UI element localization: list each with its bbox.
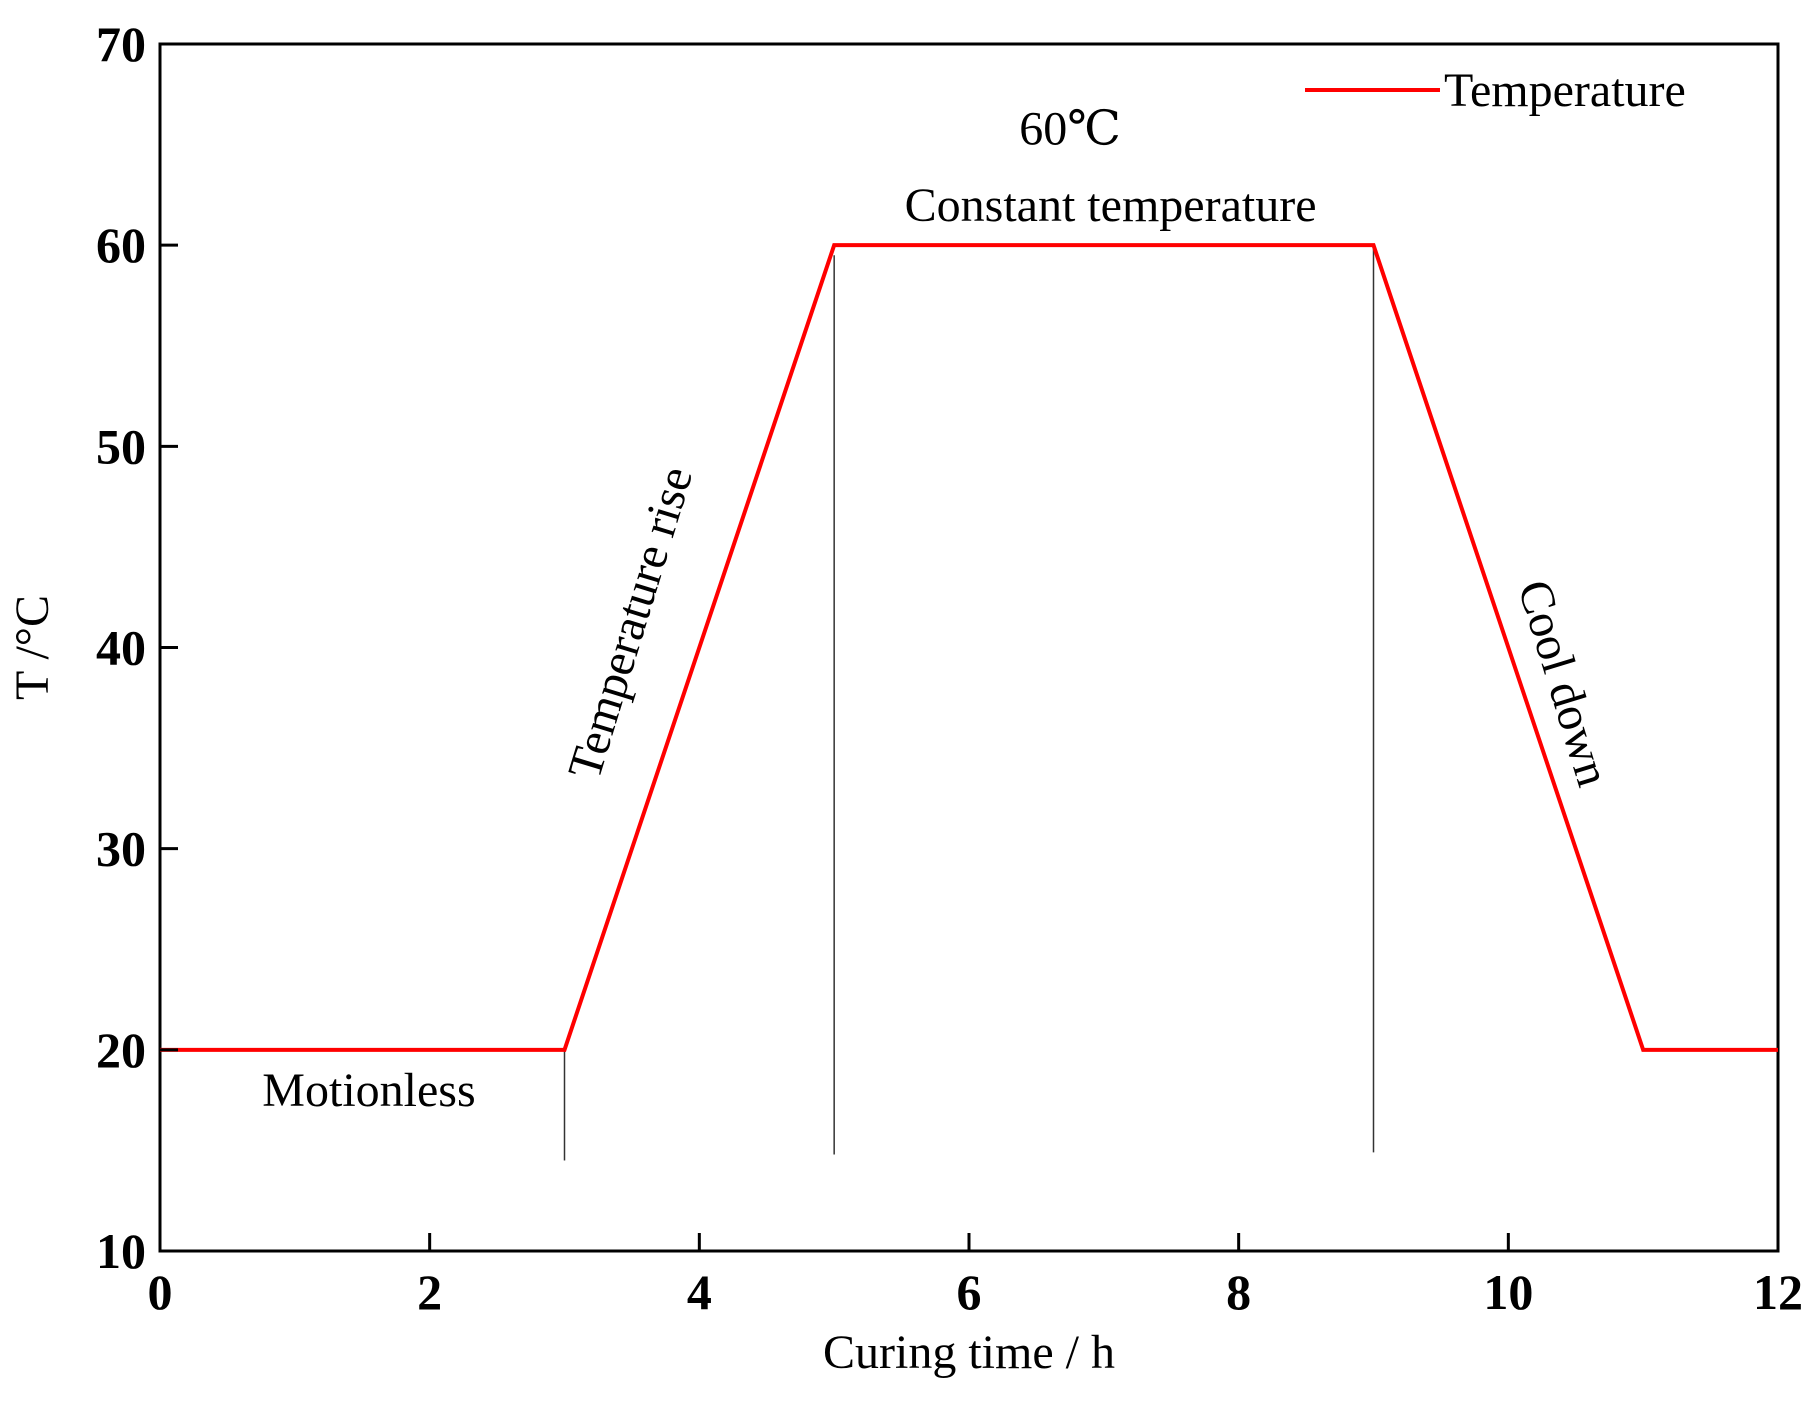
temperature-series-line <box>160 243 1778 1052</box>
x-tick-label: 8 <box>1226 1264 1251 1320</box>
y-tick-label: 40 <box>96 620 146 676</box>
y-axis-title: T /°C <box>6 595 59 700</box>
x-axis-title: Curing time / h <box>823 1326 1115 1379</box>
x-tick-label: 12 <box>1753 1264 1803 1320</box>
temperature-rise-annotation: Temperature rise <box>558 461 703 786</box>
motionless-annotation: Motionless <box>262 1064 475 1117</box>
y-tick-label: 30 <box>96 821 146 877</box>
series-layer <box>160 243 1778 1052</box>
y-tick-label: 60 <box>96 217 146 273</box>
axes: 0 2 4 6 8 10 12 10 20 30 40 50 60 70 Curing time / h T … <box>6 16 1803 1379</box>
x-tick-label: 6 <box>957 1264 982 1320</box>
x-tick-label: 4 <box>687 1264 712 1320</box>
annotations: 60℃ Constant temperature Motionless Tempera… <box>262 103 1620 1118</box>
x-tick-label: 2 <box>417 1264 442 1320</box>
setpoint-annotation: 60℃ <box>1019 103 1121 156</box>
legend-label: Temperature <box>1444 64 1686 117</box>
cool-down-annotation: Cool down <box>1507 574 1620 792</box>
y-tick-label: 50 <box>96 418 146 474</box>
x-tick-label: 0 <box>148 1264 173 1320</box>
y-tick-label: 70 <box>96 16 146 72</box>
phase-dividers <box>563 245 1375 1161</box>
legend: Temperature <box>1305 64 1686 117</box>
x-tick-label: 10 <box>1483 1264 1533 1320</box>
y-tick-label: 20 <box>96 1022 146 1078</box>
y-tick-label: 10 <box>96 1223 146 1279</box>
constant-temperature-annotation: Constant temperature <box>905 179 1317 232</box>
